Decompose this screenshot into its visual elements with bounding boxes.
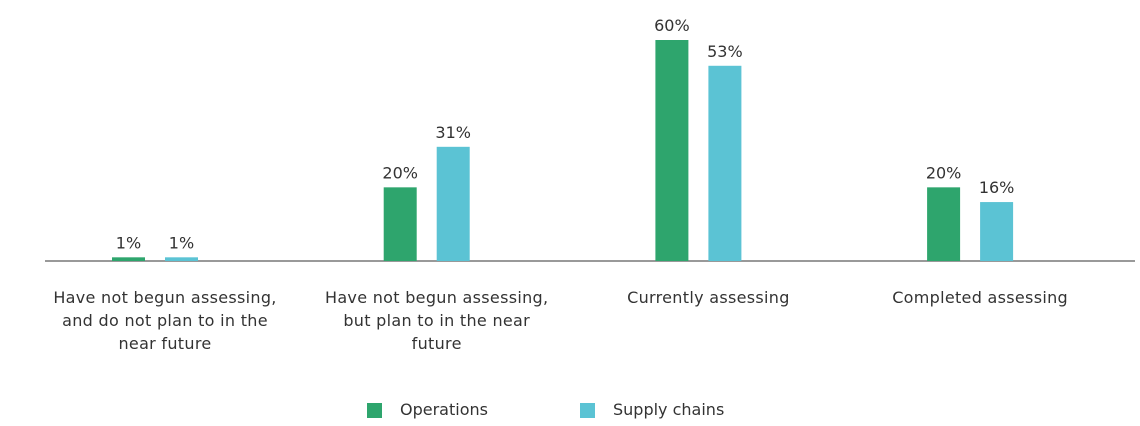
bar	[980, 202, 1014, 261]
x-tick-label: Currently assessing	[627, 288, 790, 307]
data-label: 20%	[382, 163, 418, 182]
data-label: 16%	[979, 178, 1015, 197]
bar	[927, 187, 961, 261]
x-tick-label: Have not begun assessing, and do not pla…	[53, 288, 277, 353]
data-label: 20%	[926, 163, 962, 182]
legend-swatch	[580, 403, 595, 418]
bar	[655, 40, 689, 261]
legend-label: Supply chains	[613, 400, 725, 419]
data-label: 60%	[654, 16, 690, 35]
bar	[383, 187, 417, 261]
legend-swatch	[367, 403, 382, 418]
data-label: 31%	[435, 123, 471, 142]
data-label: 53%	[707, 42, 743, 61]
legend-label: Operations	[400, 400, 488, 419]
bar	[165, 257, 198, 261]
bar	[708, 65, 742, 262]
data-label: 1%	[169, 233, 194, 252]
bar	[436, 146, 470, 261]
bar	[112, 257, 145, 261]
x-tick-label: Completed assessing	[892, 288, 1068, 307]
data-label: 1%	[116, 233, 141, 252]
x-tick-label: Have not begun assessing, but plan to in…	[325, 288, 549, 353]
